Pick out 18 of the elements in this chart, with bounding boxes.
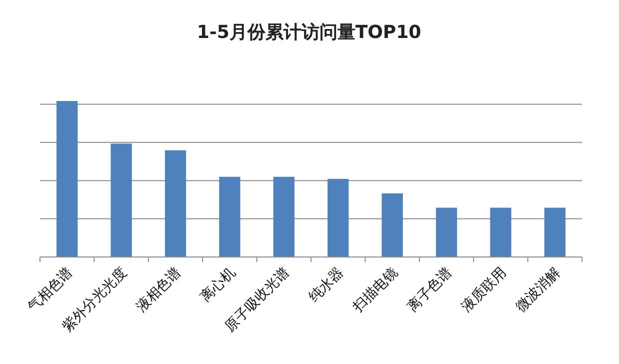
bar xyxy=(328,178,349,257)
bar xyxy=(436,208,458,257)
x-tick-label: 纯水器 xyxy=(306,264,347,306)
bar xyxy=(544,208,566,257)
x-tick-label: 微波消解 xyxy=(512,264,564,316)
x-tick-label: 离心机 xyxy=(198,264,239,306)
bar xyxy=(382,193,403,257)
bar xyxy=(219,176,240,257)
x-tick-label: 液相色谱 xyxy=(133,264,184,316)
x-tick-label: 离子色谱 xyxy=(404,264,456,316)
x-tick-label: 液质联用 xyxy=(458,264,510,316)
chart-title: 1-5月份累计访问量TOP10 xyxy=(196,22,422,43)
x-tick-label: 扫描电镜 xyxy=(350,264,402,316)
bar xyxy=(164,150,186,257)
bar xyxy=(490,208,512,257)
bar xyxy=(110,144,132,257)
bar xyxy=(273,176,294,257)
bar xyxy=(56,101,78,257)
